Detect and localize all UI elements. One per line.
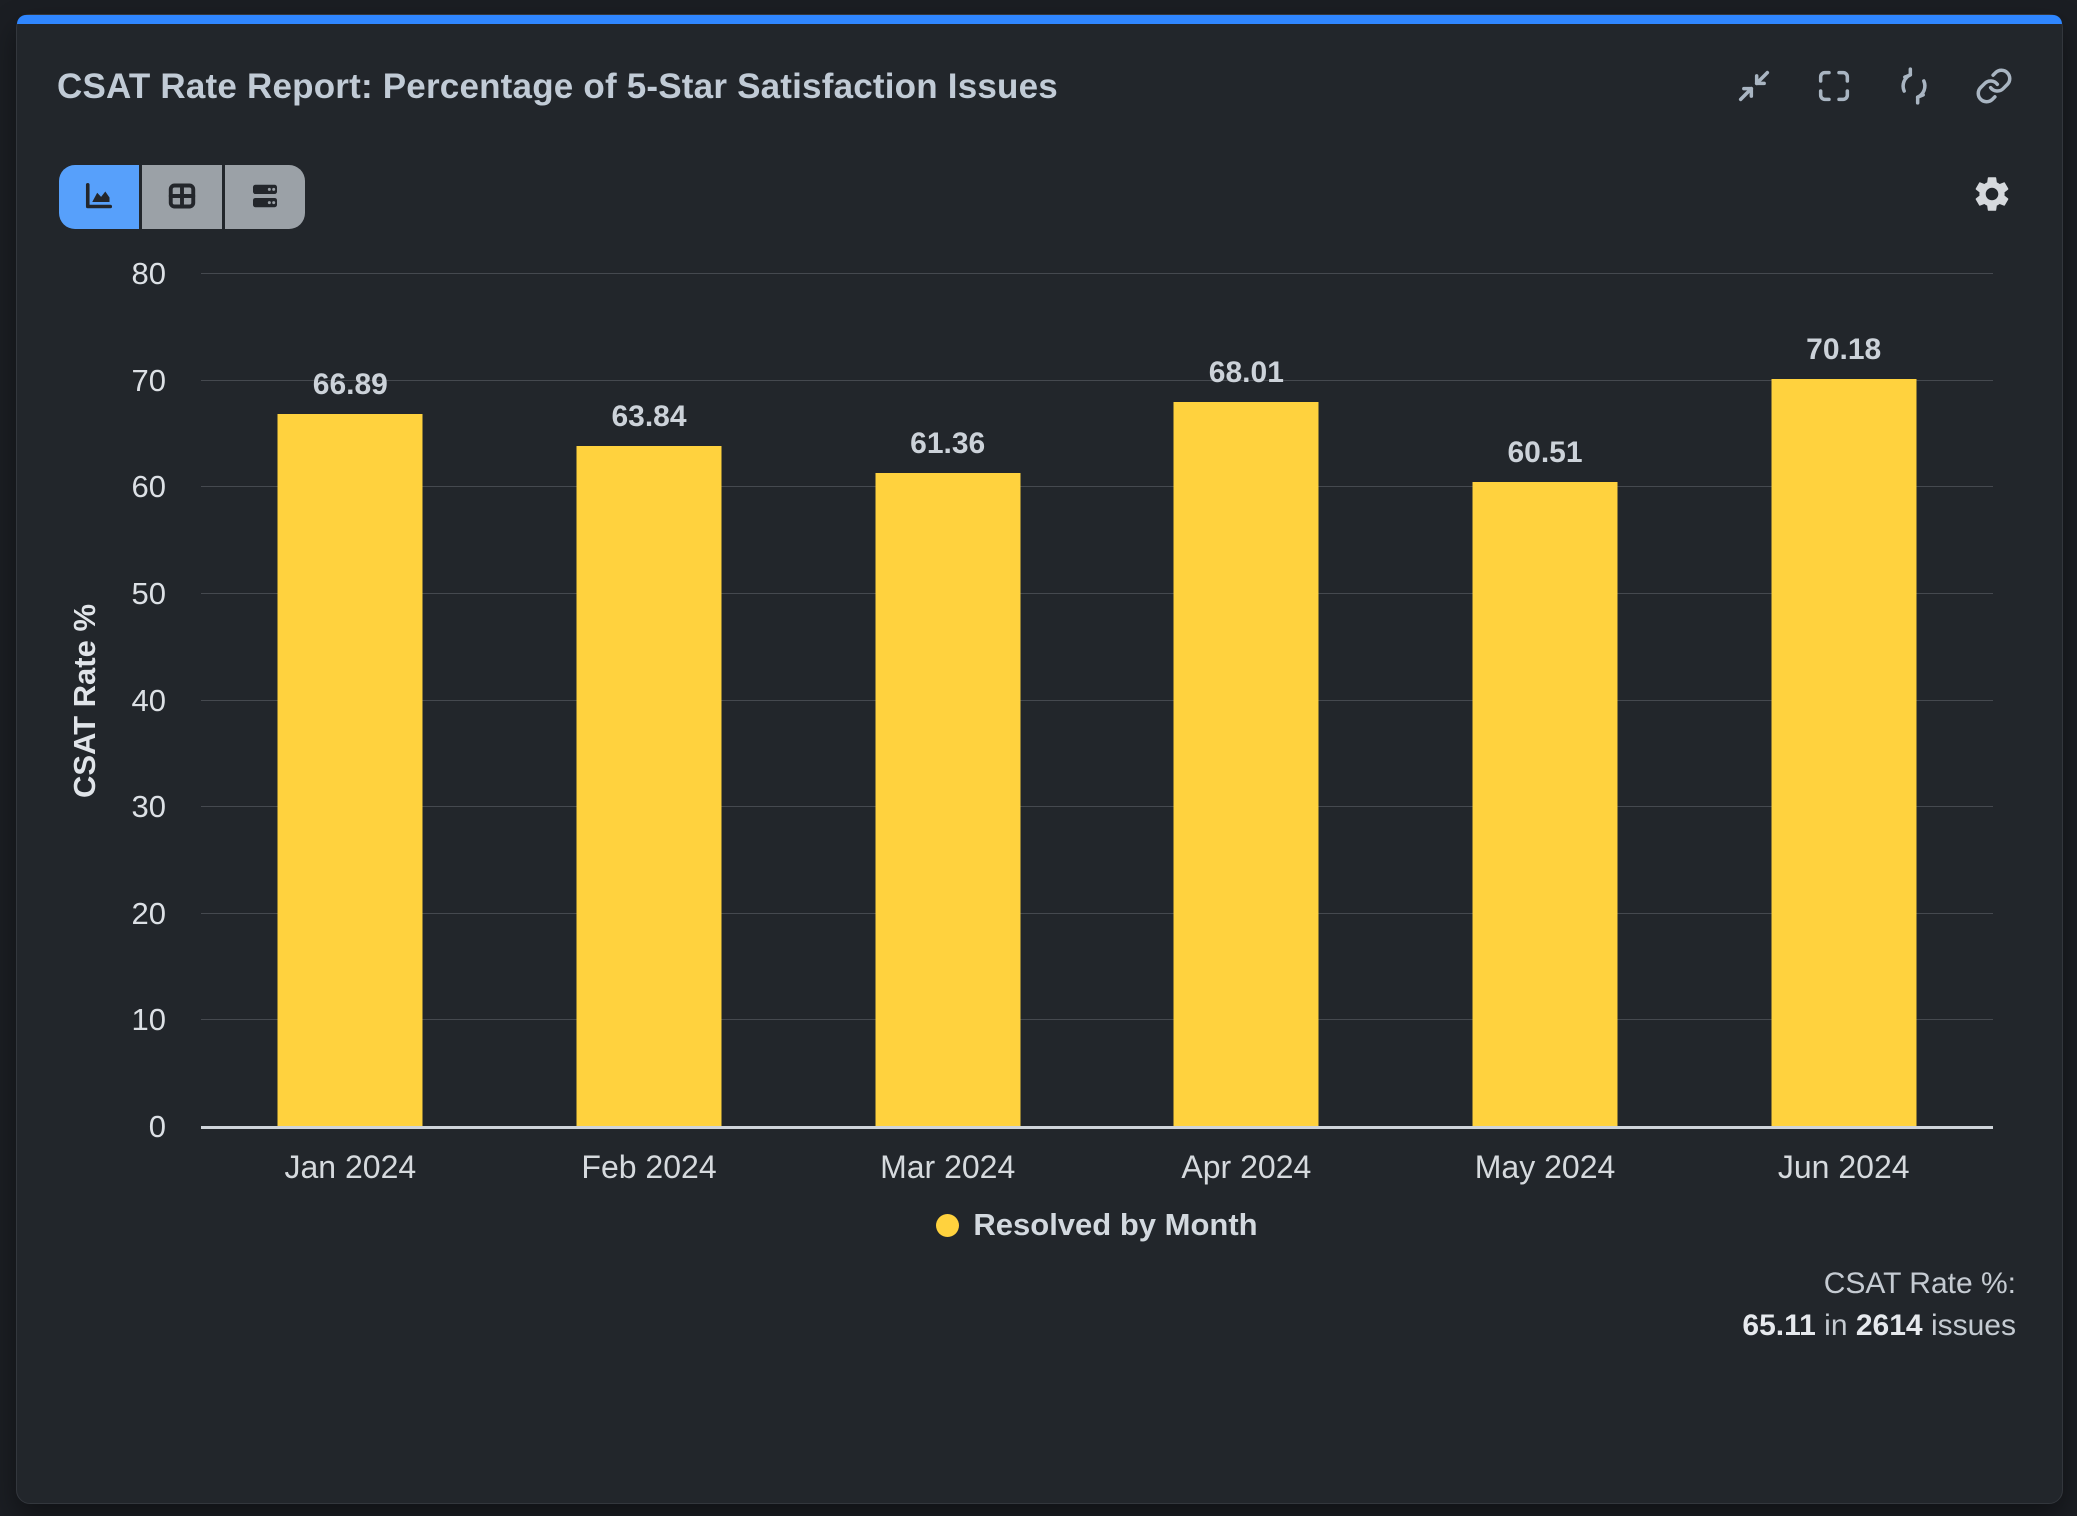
gridline [201,912,1993,914]
y-tick-label: 10 [131,1002,166,1038]
list-view-button[interactable] [225,165,305,229]
bar-apr-2024[interactable] [1173,401,1319,1127]
panel-accent-bar [17,15,2062,24]
bar-column: 61.36 [798,274,1097,1127]
summary-label: CSAT Rate %: [1823,1267,2016,1300]
fullscreen-icon [1814,66,1854,109]
collapse-icon [1734,66,1774,109]
legend-swatch [936,1213,960,1237]
summary-value: 65.11 [1742,1309,1816,1342]
bar-value-label: 63.84 [611,400,687,434]
x-axis-labels: Jan 2024 Feb 2024 Mar 2024 Apr 2024 May 2024… [201,1149,1993,1186]
table-view-button[interactable] [142,165,222,229]
link-icon [1974,66,2014,109]
bar-value-label: 66.89 [312,367,388,401]
x-axis-label: May 2024 [1474,1149,1616,1185]
bar-feb-2024[interactable] [576,446,722,1127]
gridline [201,486,1993,488]
summary-total: CSAT Rate %: 65.11 in 2614 issues [1742,1263,2016,1347]
y-tick-label: 20 [131,895,166,931]
summary-infix: in [1815,1309,1856,1342]
x-axis-label: Jun 2024 [1777,1149,1910,1185]
chart-view-button[interactable] [59,165,139,229]
summary-value-line: 65.11 in 2614 issues [1742,1305,2016,1347]
gridline [201,699,1993,701]
page-title: CSAT Rate Report: Percentage of 5-Star S… [57,67,1058,106]
bar-jun-2024[interactable] [1771,378,1917,1127]
bar-column: 60.51 [1396,274,1695,1127]
settings-button[interactable] [1970,173,2014,217]
fullscreen-button[interactable] [1812,65,1856,109]
bar-mar-2024[interactable] [875,472,1021,1127]
x-axis-line [201,1126,1993,1129]
bar-column: 66.89 [201,274,500,1127]
view-toggle-group [59,165,305,229]
gridline [201,273,1993,274]
x-axis-label: Jan 2024 [284,1149,417,1185]
y-axis-ticks: 0 10 20 30 40 50 60 70 80 [41,256,166,1144]
y-tick-label: 80 [131,256,166,291]
y-tick-label: 0 [148,1109,166,1144]
bar-column: 68.01 [1097,274,1396,1127]
y-tick-label: 60 [131,469,166,505]
y-tick-label: 50 [131,575,166,611]
summary-suffix: issues [1922,1309,2016,1342]
refresh-button[interactable] [1892,65,1936,109]
bar-column: 63.84 [500,274,799,1127]
gridline [201,806,1993,808]
bar-value-label: 68.01 [1208,355,1284,389]
bar-value-label: 61.36 [910,426,986,460]
bar-value-label: 70.18 [1806,332,1882,366]
table-icon [164,178,200,217]
gadget-panel: CSAT Rate Report: Percentage of 5-Star S… [16,14,2063,1504]
refresh-icon [1894,66,1934,109]
y-tick-label: 40 [131,682,166,718]
legend[interactable]: Resolved by Month [201,1207,1993,1243]
x-axis-label: Feb 2024 [581,1149,717,1185]
bar-may-2024[interactable] [1472,481,1618,1127]
area-chart-icon [81,178,117,217]
header-actions [1732,65,2016,109]
gridline [201,592,1993,594]
collapse-button[interactable] [1732,65,1776,109]
legend-label: Resolved by Month [973,1207,1258,1242]
gear-icon [1971,173,2013,218]
bar-jan-2024[interactable] [277,413,423,1127]
x-axis-label: Apr 2024 [1181,1149,1312,1185]
gridline [201,1019,1993,1021]
gridline [201,379,1993,381]
bar-column: 70.18 [1694,274,1993,1127]
summary-count: 2614 [1855,1309,1923,1342]
link-button[interactable] [1972,65,2016,109]
y-tick-label: 30 [131,789,166,825]
rows-icon [247,178,283,217]
chart-plot-area: 66.89 63.84 61.36 68.01 60.51 70.18 [201,273,1993,1129]
y-tick-label: 70 [131,362,166,398]
bar-value-label: 60.51 [1507,435,1583,469]
bar-series: 66.89 63.84 61.36 68.01 60.51 70.18 [201,274,1993,1127]
x-axis-label: Mar 2024 [880,1149,1016,1185]
